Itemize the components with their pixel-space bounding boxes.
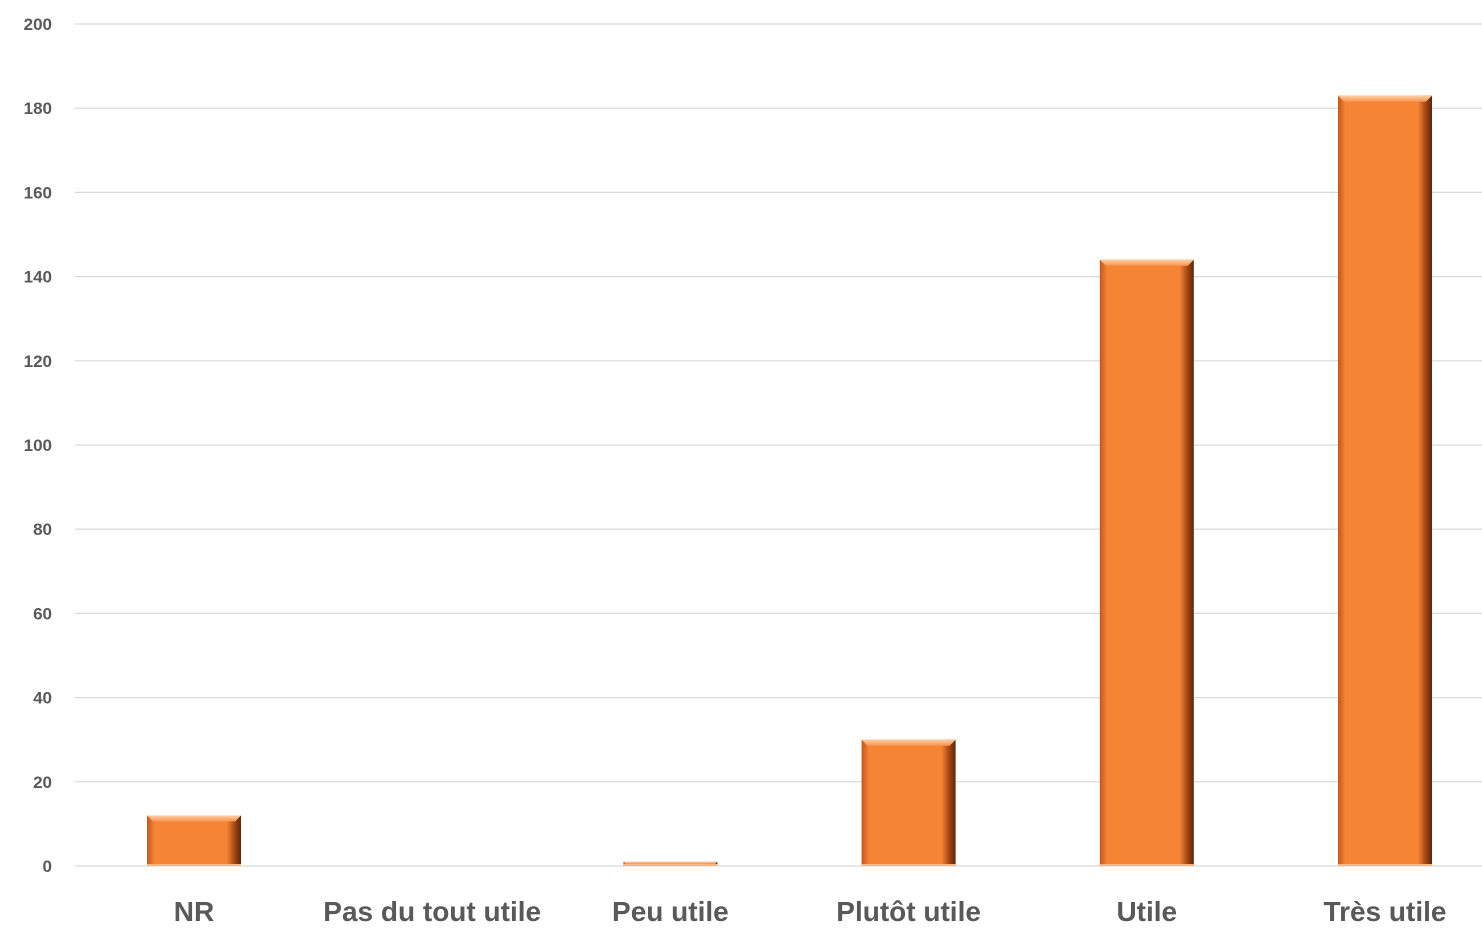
bar-base (861, 864, 956, 866)
y-tick-label: 200 (24, 15, 52, 34)
y-tick-label: 0 (43, 857, 52, 876)
bar-bevel-top (623, 861, 718, 864)
x-tick-label: NR (174, 896, 214, 926)
y-tick-label: 120 (24, 352, 52, 371)
bar (1099, 259, 1194, 866)
bar-body (147, 815, 241, 866)
bar-base (1099, 864, 1194, 866)
bar-bevel-top (861, 739, 956, 746)
bar-body (1099, 259, 1194, 866)
bar-bevel-top (147, 815, 241, 822)
bar (147, 815, 241, 866)
x-tick-label: Utile (1116, 896, 1177, 926)
bar-bevel-top (1099, 259, 1194, 266)
bar-bevel-top (1338, 95, 1432, 102)
bars (147, 95, 1432, 866)
x-tick-label: Pas du tout utile (323, 896, 541, 926)
y-axis-ticks: 0 20 40 60 80 100 120 140 160 180 200 (24, 15, 52, 876)
y-tick-label: 60 (33, 604, 52, 623)
y-tick-label: 180 (24, 99, 52, 118)
bar-base (623, 864, 718, 866)
x-axis-ticks: NR Pas du tout utile Peu utile Plutôt utile… (174, 896, 1447, 927)
bar (623, 861, 718, 866)
x-tick-label: Peu utile (612, 896, 729, 926)
y-tick-label: 100 (24, 436, 52, 455)
y-tick-label: 140 (24, 268, 52, 287)
bar-base (147, 864, 241, 866)
y-tick-label: 40 (33, 689, 52, 708)
bar (861, 739, 956, 866)
gridlines (75, 23, 1482, 867)
bar-body (861, 739, 956, 866)
y-tick-label: 160 (24, 183, 52, 202)
y-tick-label: 20 (33, 773, 52, 792)
bar-base (1338, 864, 1432, 866)
x-tick-label: Plutôt utile (836, 896, 981, 926)
x-tick-label: Très utile (1324, 896, 1447, 926)
bar-body (1338, 95, 1432, 866)
y-tick-label: 80 (33, 520, 52, 539)
bar (1338, 95, 1432, 866)
